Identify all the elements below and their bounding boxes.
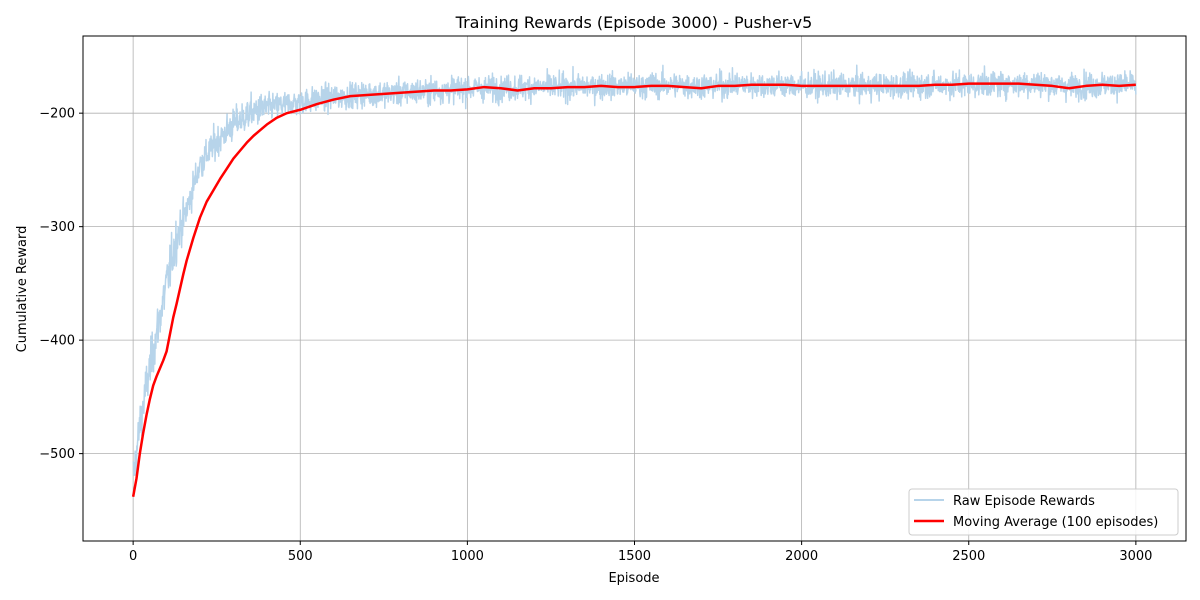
x-tick-label: 500 [288,549,313,564]
x-tick-label: 2000 [785,549,818,564]
series-raw-episode-rewards [132,64,1137,477]
legend: Raw Episode Rewards Moving Average (100 … [908,488,1179,536]
x-axis: 0 500 1000 1500 2000 2500 3000 [129,541,1152,564]
y-tick-label: −300 [39,220,75,235]
y-axis-label: Cumulative Reward [15,226,30,353]
legend-moving-average-label: Moving Average (100 episodes) [953,515,1158,530]
legend-box [908,488,1179,536]
grid [83,36,1186,541]
x-tick-label: 1500 [618,549,651,564]
series-moving-average [131,82,1136,497]
chart-title: Training Rewards (Episode 3000) - Pusher… [455,13,813,32]
y-tick-label: −200 [39,107,75,122]
x-tick-label: 3000 [1119,549,1152,564]
y-axis: −500 −400 −300 −200 [39,107,83,462]
x-axis-label: Episode [608,571,659,586]
x-tick-label: 2500 [952,549,985,564]
series-layer [131,64,1137,497]
legend-raw-label: Raw Episode Rewards [953,494,1095,509]
y-tick-label: −500 [39,447,75,462]
x-tick-label: 1000 [451,549,484,564]
y-tick-label: −400 [39,334,75,349]
x-tick-label: 0 [129,549,137,564]
